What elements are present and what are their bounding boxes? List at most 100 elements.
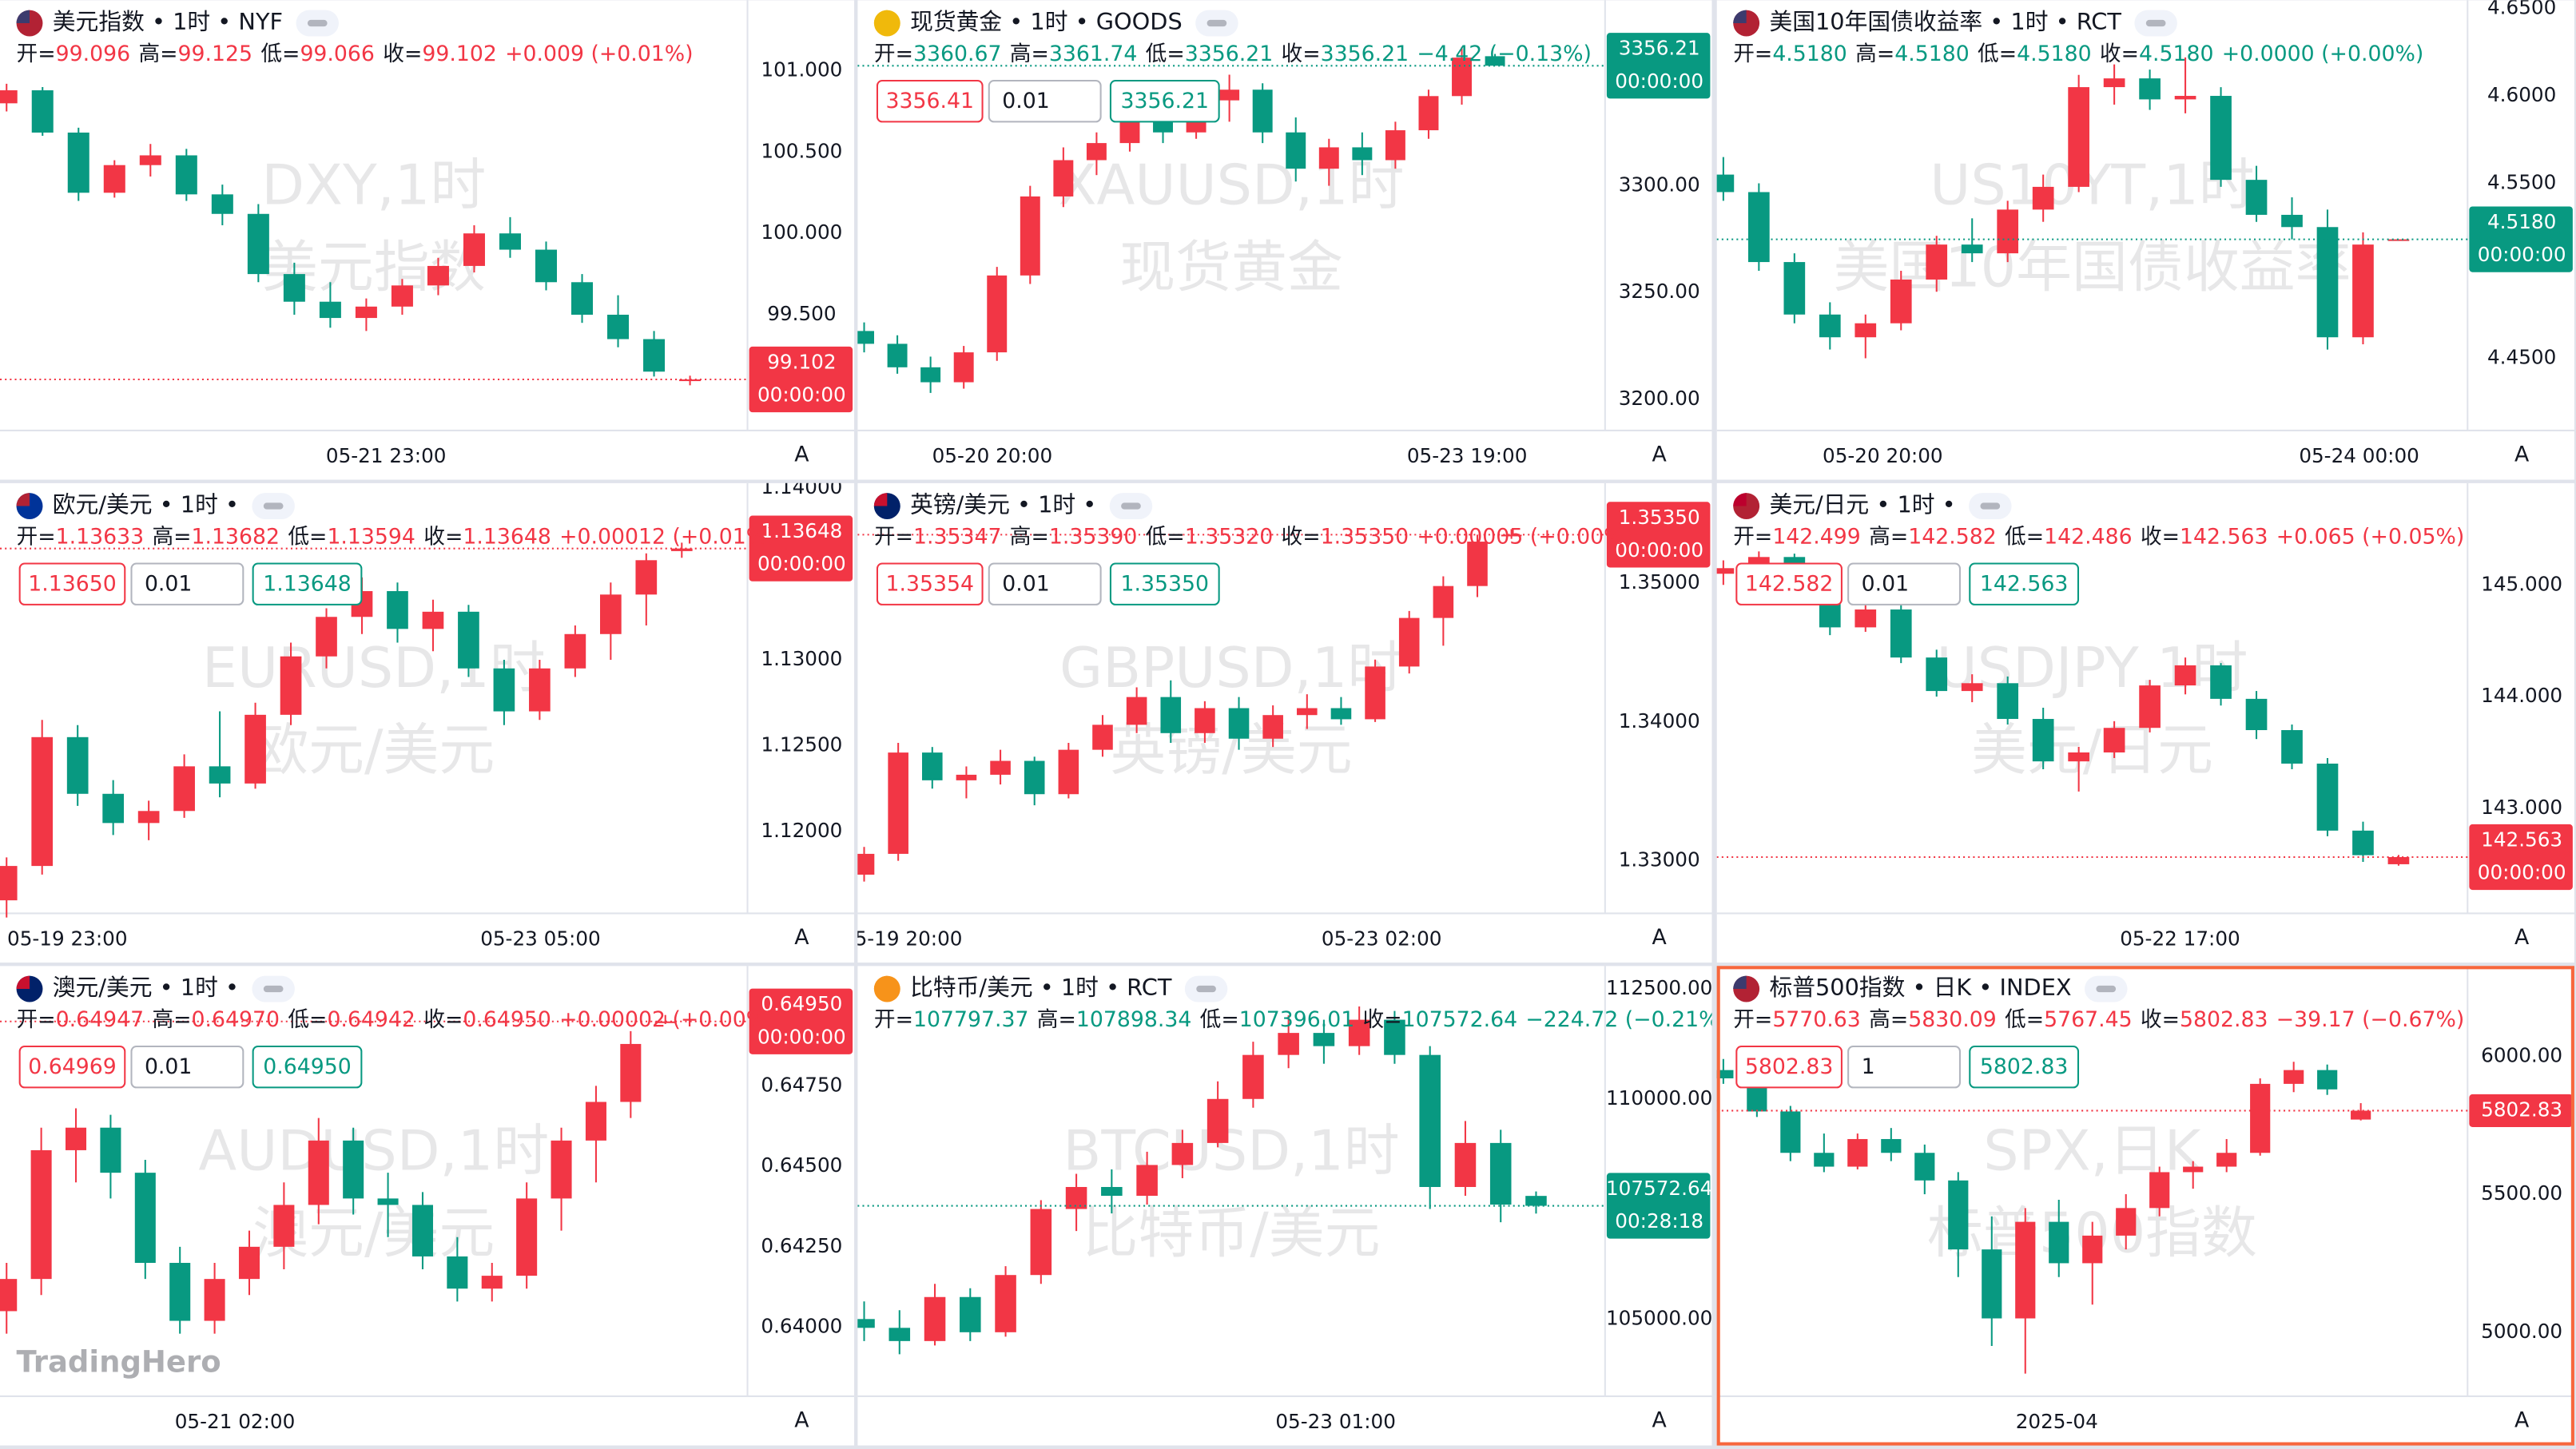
candle-body xyxy=(599,594,622,634)
auto-scale-button[interactable] xyxy=(1644,440,1675,470)
candle-body xyxy=(857,853,875,875)
ohlc-value: 0.64947 xyxy=(56,1007,144,1032)
auto-scale-button[interactable] xyxy=(786,923,817,953)
order-box-text[interactable]: 0.64950 xyxy=(263,1054,351,1079)
order-box-text[interactable]: 1 xyxy=(1862,1054,1875,1079)
last-price-tag xyxy=(749,346,853,413)
order-box[interactable] xyxy=(1969,1045,2080,1089)
auto-scale-label[interactable]: A xyxy=(1652,442,1668,466)
ohlc-info: 开=3360.67 高=3361.74 低=3356.21 收=3356.21 −4.4… xyxy=(874,42,1592,66)
candle-body xyxy=(2103,728,2125,752)
ohlc-value: 1.13594 xyxy=(327,524,415,549)
ohlc-change: +0.009 (+0.01%) xyxy=(505,42,694,66)
chart-title: 欧元/美元 • 1时 • xyxy=(53,491,239,518)
auto-scale-label[interactable]: A xyxy=(2514,442,2530,466)
order-box[interactable] xyxy=(876,79,984,123)
order-box-text[interactable]: 1.13650 xyxy=(28,572,116,597)
order-box-text[interactable]: 0.01 xyxy=(145,572,193,597)
auto-scale-label[interactable]: A xyxy=(794,442,809,466)
last-price-label: 3356.21 xyxy=(1619,37,1700,60)
auto-scale-button[interactable] xyxy=(2506,440,2537,470)
order-box-text[interactable]: 0.01 xyxy=(1002,572,1050,597)
watermark: GBPUSD,1时 xyxy=(1059,636,1403,701)
order-box-text[interactable]: 5802.83 xyxy=(1745,1054,1834,1079)
auto-scale-label[interactable]: A xyxy=(1652,925,1668,950)
x-tick-label: 05-24 00:00 xyxy=(2299,444,2419,467)
ohlc-value: 5770.63 xyxy=(1772,1007,1861,1032)
candle-body xyxy=(2387,856,2410,864)
order-box-text[interactable]: 0.01 xyxy=(1862,572,1910,597)
order-box[interactable] xyxy=(876,562,984,605)
order-box[interactable] xyxy=(130,1045,244,1089)
order-box[interactable] xyxy=(1109,562,1220,605)
ohlc-value: 107396.01 xyxy=(1239,1007,1354,1032)
order-box-text[interactable]: 1.35350 xyxy=(1121,572,1210,597)
ohlc-value: 99.125 xyxy=(178,42,252,66)
order-box-text[interactable]: 0.01 xyxy=(145,1054,193,1079)
order-box[interactable] xyxy=(18,1045,126,1089)
countdown: 00:00:00 xyxy=(757,552,846,575)
ohlc-key: 收= xyxy=(1282,42,1321,66)
ohlc-key: 高= xyxy=(1037,1007,1076,1032)
candle-body xyxy=(1997,209,2019,254)
candle-body xyxy=(551,1140,572,1199)
order-box-text[interactable]: 1.13648 xyxy=(263,572,351,597)
auto-scale-button[interactable] xyxy=(2506,923,2537,953)
ohlc-key: 开= xyxy=(1733,524,1772,549)
order-box[interactable] xyxy=(18,562,126,605)
candle-body xyxy=(387,591,408,629)
toggle-dot xyxy=(307,19,328,27)
auto-scale-button[interactable] xyxy=(2506,1406,2537,1436)
auto-scale-label[interactable]: A xyxy=(1652,1407,1668,1432)
candle-body xyxy=(31,736,54,867)
candle-body xyxy=(960,1296,981,1332)
auto-scale-label[interactable]: A xyxy=(794,925,809,950)
x-tick-label: 05-23 02:00 xyxy=(1322,927,1442,950)
order-box-text[interactable]: 142.582 xyxy=(1745,572,1834,597)
ohlc-value: 1.35320 xyxy=(1185,524,1274,549)
candle-body xyxy=(2281,730,2303,764)
order-box[interactable] xyxy=(130,562,244,605)
order-box-text[interactable]: 0.01 xyxy=(1002,89,1050,113)
candle-body xyxy=(244,714,266,784)
order-box[interactable] xyxy=(252,1045,363,1089)
ohlc-info: 开=0.64947 高=0.64970 低=0.64942 收=0.64950 +0.0… xyxy=(17,1007,775,1032)
order-box-text[interactable]: 3356.21 xyxy=(1121,89,1210,113)
order-box[interactable] xyxy=(252,562,363,605)
order-box[interactable] xyxy=(988,562,1102,605)
last-price-tag xyxy=(2469,206,2573,272)
auto-scale-button[interactable] xyxy=(1644,923,1675,953)
ohlc-info: 开=142.499 高=142.582 低=142.486 收=142.563 +0.0… xyxy=(1733,524,2464,549)
candle-body xyxy=(204,1279,225,1321)
auto-scale-label[interactable]: A xyxy=(2514,1407,2530,1432)
auto-scale-label[interactable]: A xyxy=(794,1407,809,1432)
auto-scale-button[interactable] xyxy=(1644,1406,1675,1436)
candle-body xyxy=(2015,1221,2036,1319)
order-box-text[interactable]: 5802.83 xyxy=(1980,1054,2069,1079)
order-box[interactable] xyxy=(1735,1045,1843,1089)
order-box[interactable] xyxy=(1109,79,1220,123)
order-box-text[interactable]: 0.64969 xyxy=(28,1054,116,1079)
candle-body xyxy=(1020,196,1040,276)
candle-body xyxy=(103,165,125,193)
order-box-text[interactable]: 3356.41 xyxy=(886,89,975,113)
ohlc-value: 1.35347 xyxy=(913,524,1002,549)
candle-body xyxy=(516,1198,538,1276)
auto-scale-label[interactable]: A xyxy=(2514,925,2530,950)
order-box[interactable] xyxy=(1735,562,1843,605)
order-box[interactable] xyxy=(1847,562,1961,605)
candle-body xyxy=(173,766,195,812)
order-box-text[interactable]: 142.563 xyxy=(1980,572,2069,597)
auto-scale-button[interactable] xyxy=(786,1406,817,1436)
chart-pane: GBPUSD,1时英镑/美元1.350001.340001.330001.353… xyxy=(857,482,1712,963)
candle-body xyxy=(1890,609,1912,658)
auto-scale-button[interactable] xyxy=(786,440,817,470)
order-box[interactable] xyxy=(1969,562,2080,605)
order-box[interactable] xyxy=(988,79,1102,123)
ohlc-key: 低= xyxy=(2005,524,2044,549)
order-box-text[interactable]: 1.35354 xyxy=(886,572,975,597)
ohlc-value: 4.5180 xyxy=(1894,42,1970,66)
order-box[interactable] xyxy=(1847,1045,1961,1089)
